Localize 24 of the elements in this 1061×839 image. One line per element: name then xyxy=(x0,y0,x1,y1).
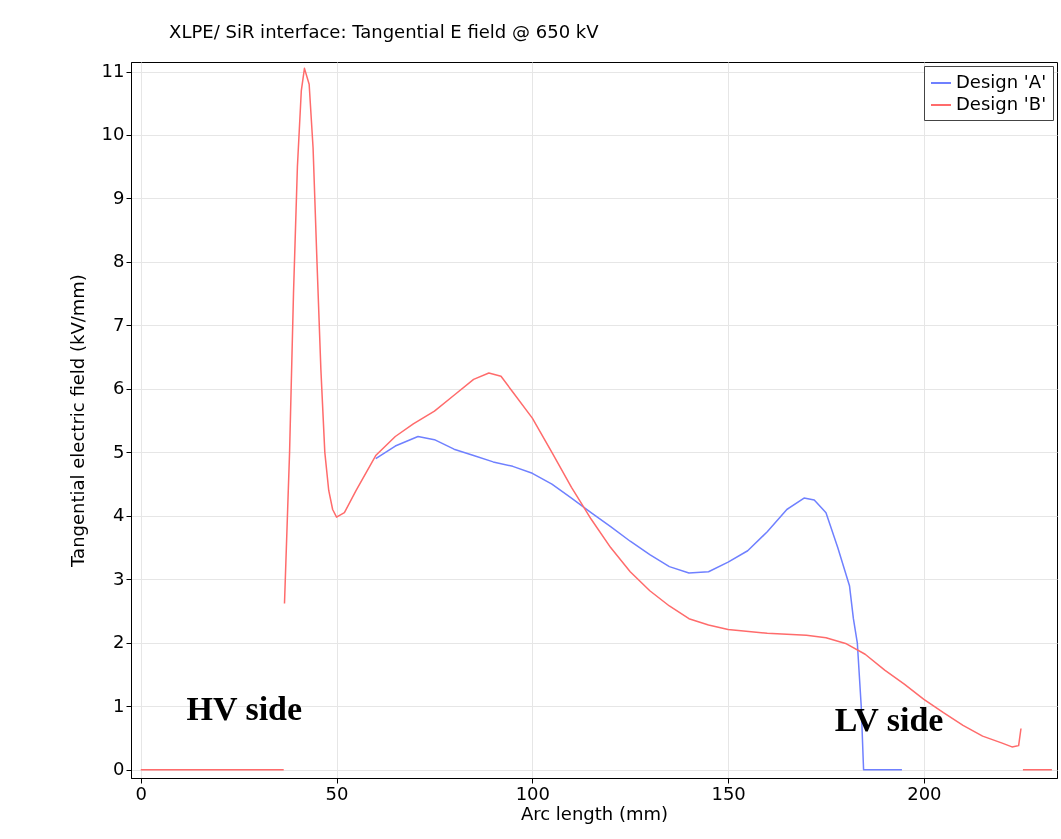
y-tick-label: 3 xyxy=(113,567,125,589)
y-axis-title: Tangential electric field (kV/mm) xyxy=(66,274,88,568)
y-tick-label: 5 xyxy=(113,440,125,462)
x-tick-label: 150 xyxy=(711,782,746,804)
x-tick-label: 100 xyxy=(515,782,551,804)
y-tick-label: 9 xyxy=(113,186,125,208)
y-tick-label: 2 xyxy=(113,631,125,653)
chart-title: XLPE/ SiR interface: Tangential E field @ 650 kV xyxy=(169,21,600,42)
y-tick-label: 11 xyxy=(101,60,125,82)
annotation: LV side xyxy=(834,700,944,738)
y-tick-label: 10 xyxy=(101,123,125,145)
y-tick-label: 7 xyxy=(113,313,125,335)
y-tick-label: 6 xyxy=(113,377,125,399)
x-tick-label: 200 xyxy=(907,782,942,804)
annotation: HV side xyxy=(186,689,303,727)
legend-label: Design 'B' xyxy=(956,93,1047,114)
y-tick-label: 8 xyxy=(113,250,125,272)
legend-label: Design 'A' xyxy=(956,71,1047,92)
x-tick-label: 50 xyxy=(325,782,349,804)
x-axis-title: Arc length (mm) xyxy=(520,802,669,824)
y-tick-label: 1 xyxy=(113,694,125,716)
x-tick-label: 0 xyxy=(135,782,148,804)
y-tick-label: 0 xyxy=(113,758,125,780)
y-tick-label: 4 xyxy=(113,504,125,526)
